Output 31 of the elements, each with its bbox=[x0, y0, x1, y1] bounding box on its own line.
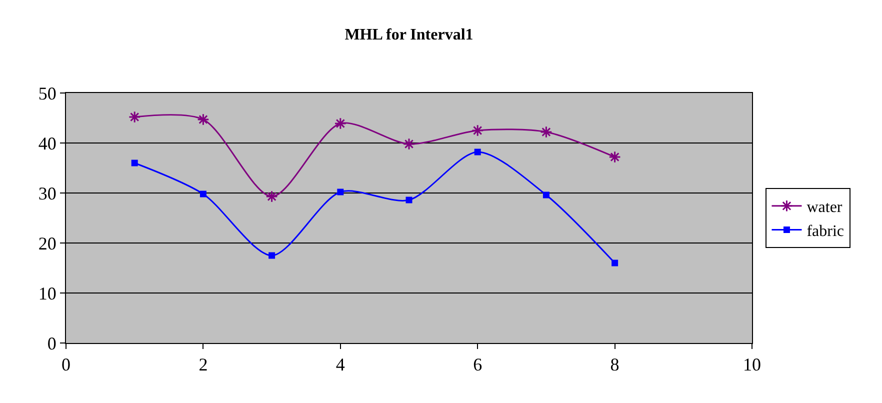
y-tick-label: 0 bbox=[47, 333, 56, 354]
point bbox=[131, 160, 138, 166]
point bbox=[542, 192, 550, 198]
point bbox=[197, 113, 210, 126]
x-tick-label: 6 bbox=[473, 354, 482, 375]
x-tick-label: 10 bbox=[743, 354, 761, 375]
x-tick-label: 4 bbox=[336, 354, 345, 375]
y-tick-label: 50 bbox=[38, 83, 56, 104]
point bbox=[402, 138, 416, 150]
point bbox=[268, 252, 276, 259]
chart-title: MHL for Interval1 bbox=[344, 26, 474, 44]
y-tick-label: 30 bbox=[38, 183, 56, 204]
x-tick-label: 0 bbox=[62, 354, 70, 375]
y-tick-label: 40 bbox=[38, 133, 56, 154]
point bbox=[334, 117, 347, 130]
x-tick-label: 8 bbox=[610, 354, 620, 375]
point bbox=[200, 190, 206, 198]
y-tick-label: 20 bbox=[38, 233, 56, 254]
legend-label: fabric bbox=[806, 222, 844, 240]
point bbox=[266, 190, 278, 203]
y-tick-label: 10 bbox=[38, 283, 56, 304]
point bbox=[612, 260, 618, 266]
point bbox=[608, 150, 621, 164]
point bbox=[474, 148, 481, 156]
point bbox=[337, 188, 344, 196]
point bbox=[540, 126, 552, 138]
point bbox=[128, 110, 141, 124]
point bbox=[406, 196, 412, 204]
x-tick-label: 2 bbox=[198, 354, 208, 375]
legend-label: water bbox=[806, 199, 843, 216]
point bbox=[471, 124, 484, 137]
